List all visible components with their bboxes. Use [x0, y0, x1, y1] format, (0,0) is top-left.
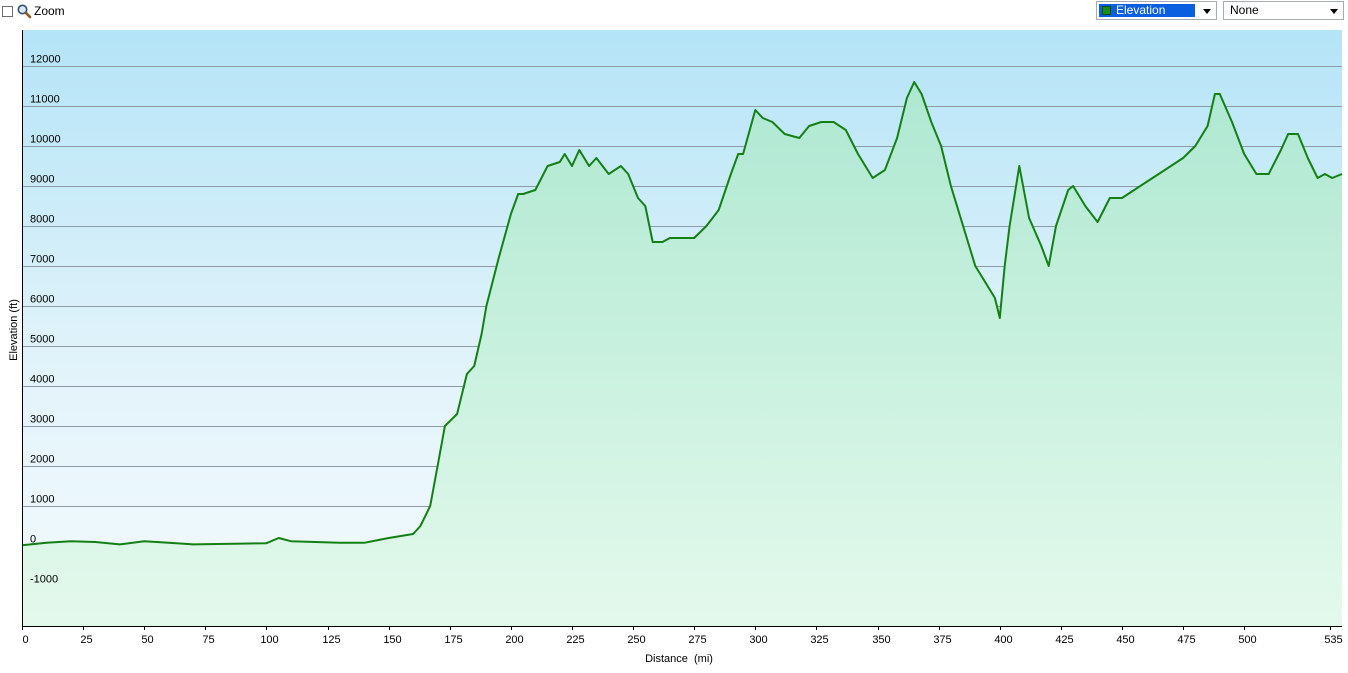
x-tick-label: 200 — [505, 634, 523, 646]
y-tick-label: 11000 — [30, 94, 60, 106]
elevation-chart: -100001000200030004000500060007000800090… — [8, 30, 1343, 665]
metric-select-selected: Elevation — [1099, 3, 1195, 17]
chart-toolbar: Zoom Elevation None — [0, 0, 1348, 26]
y-tick-label: 2000 — [30, 454, 54, 466]
x-tick-label: 0 — [22, 634, 28, 646]
x-tick-label: 535 — [1324, 634, 1342, 646]
x-tick-label: 50 — [141, 634, 153, 646]
elevation-line — [21, 81, 1343, 547]
x-tick-label: 150 — [383, 634, 401, 646]
x-tick-label: 300 — [749, 634, 767, 646]
y-tick-label: 6000 — [30, 294, 54, 306]
y-tick-label: 8000 — [30, 214, 54, 226]
x-axis-label: Distance (mi) — [645, 653, 713, 665]
y-tick-label: 10000 — [30, 134, 61, 146]
chevron-down-icon[interactable] — [1330, 9, 1338, 14]
metric-select-value: Elevation — [1116, 3, 1166, 17]
y-tick-label: 4000 — [30, 374, 54, 386]
y-tick-label: 0 — [30, 534, 36, 546]
x-tick-label: 425 — [1055, 634, 1073, 646]
y-axis-label: Elevation (ft) — [8, 299, 20, 361]
compare-select[interactable]: None — [1223, 1, 1344, 20]
x-tick-label: 175 — [444, 634, 462, 646]
x-tick-label: 350 — [872, 634, 890, 646]
x-tick-label: 225 — [566, 634, 584, 646]
chevron-down-icon[interactable] — [1203, 9, 1211, 14]
y-tick-label: 12000 — [30, 54, 61, 66]
zoom-label: Zoom — [34, 4, 65, 18]
metric-select[interactable]: Elevation — [1096, 1, 1217, 20]
x-tick-label: 275 — [688, 634, 706, 646]
x-tick-label: 450 — [1116, 634, 1134, 646]
y-tick-label: -1000 — [30, 574, 58, 586]
y-tick-label: 1000 — [30, 494, 54, 506]
x-tick-label: 125 — [322, 634, 340, 646]
elevation-swatch-icon — [1102, 6, 1111, 15]
y-tick-label: 9000 — [30, 174, 54, 186]
y-tick-label: 5000 — [30, 334, 54, 346]
elevation-area — [22, 82, 1342, 626]
x-tick-label: 100 — [260, 634, 278, 646]
x-tick-label: 400 — [994, 634, 1012, 646]
x-tick-label: 500 — [1238, 634, 1256, 646]
zoom-checkbox[interactable] — [2, 6, 13, 17]
x-tick-label: 25 — [80, 634, 92, 646]
y-tick-label: 3000 — [30, 414, 54, 426]
x-tick-label: 75 — [202, 634, 214, 646]
x-tick-label: 325 — [810, 634, 828, 646]
y-tick-label: 7000 — [30, 254, 54, 266]
magnifier-icon — [17, 4, 32, 19]
compare-select-value: None — [1230, 3, 1259, 17]
x-tick-label: 475 — [1177, 634, 1195, 646]
x-tick-label: 375 — [933, 634, 951, 646]
x-tick-label: 250 — [627, 634, 645, 646]
